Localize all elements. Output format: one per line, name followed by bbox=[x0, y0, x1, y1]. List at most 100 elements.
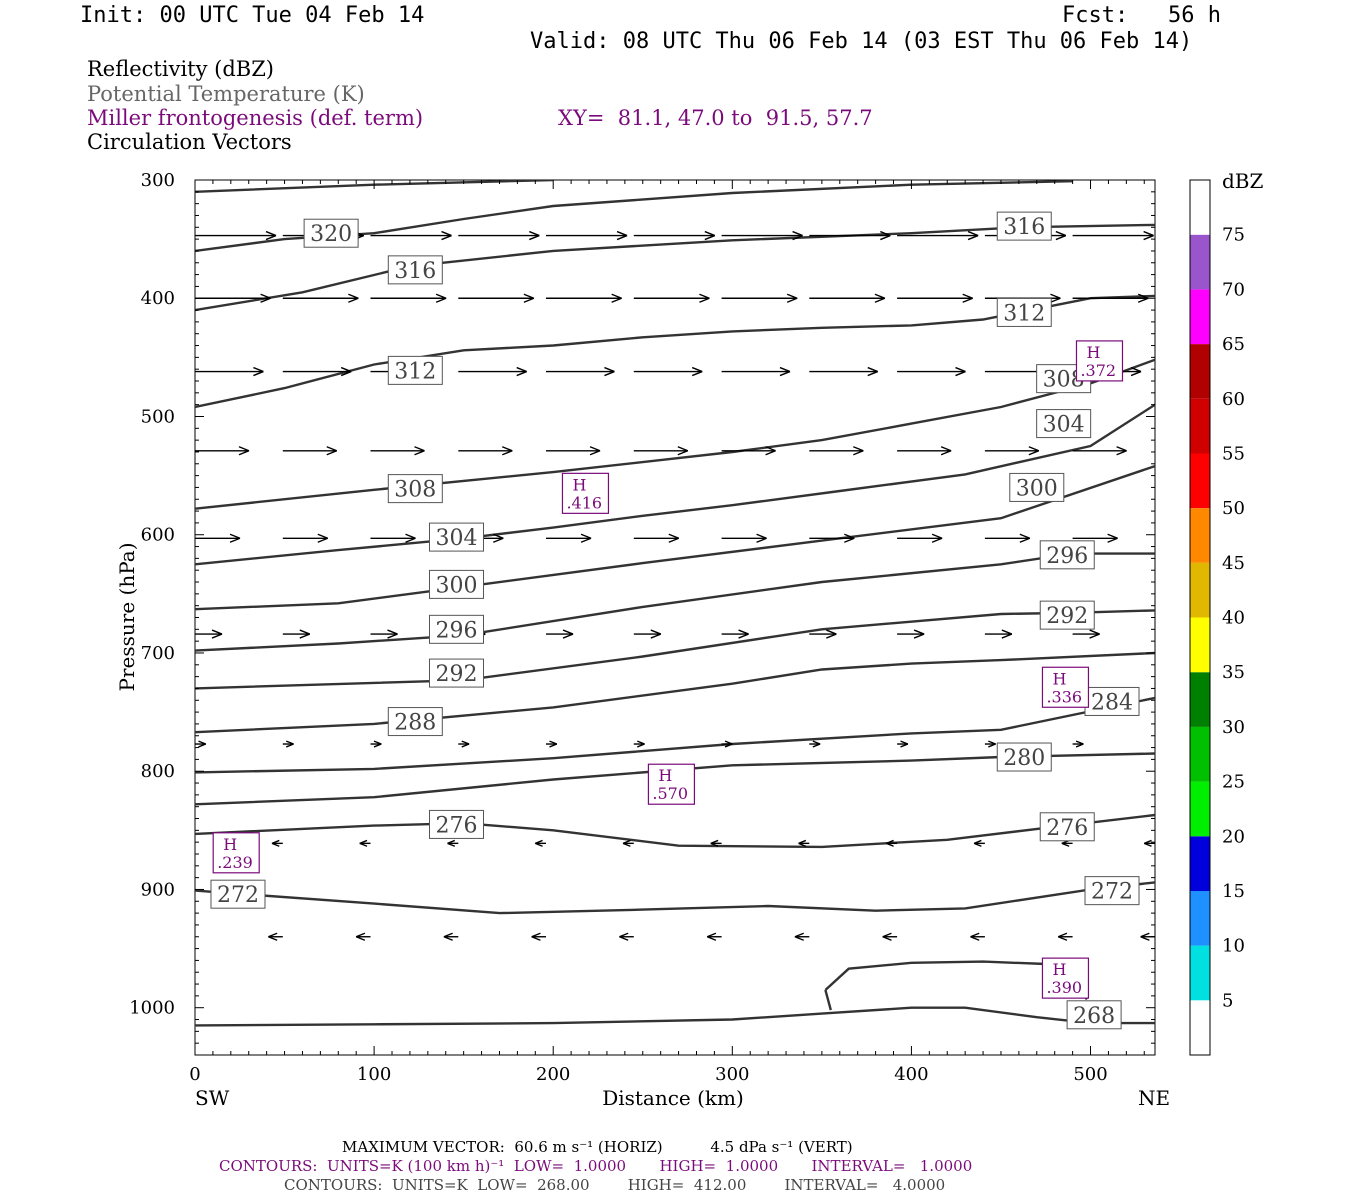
frontogenesis-max: H.390 bbox=[1041, 957, 1090, 999]
theta-label-272: 272 bbox=[210, 879, 266, 909]
theta-label-304: 304 bbox=[428, 522, 484, 552]
circulation-vector bbox=[721, 230, 803, 241]
circulation-vector bbox=[633, 366, 703, 377]
circulation-vector bbox=[195, 533, 241, 543]
theta-label-text: 276 bbox=[435, 813, 477, 838]
circulation-vector bbox=[897, 740, 909, 748]
theta-label-text: 276 bbox=[1046, 816, 1088, 841]
circulation-vector bbox=[984, 740, 996, 748]
frontogenesis-max-value: .372 bbox=[1080, 361, 1116, 380]
colorbar-segment bbox=[1190, 508, 1210, 563]
circulation-vector bbox=[546, 533, 592, 543]
colorbar-segment bbox=[1190, 289, 1210, 345]
circulation-vector bbox=[633, 293, 710, 303]
colorbar-level-label: 65 bbox=[1222, 334, 1245, 355]
circulation-vector bbox=[458, 230, 540, 241]
theta-label-316: 316 bbox=[996, 211, 1052, 241]
circulation-vector bbox=[195, 366, 264, 377]
circulation-vector bbox=[1155, 741, 1166, 747]
circulation-vector bbox=[984, 629, 1013, 639]
theta-label-text: 320 bbox=[310, 222, 352, 247]
theta-label-text: 292 bbox=[1046, 604, 1088, 629]
theta-label-text: 316 bbox=[394, 259, 436, 284]
theta-label-text: 288 bbox=[394, 711, 436, 736]
y-tick-label: 900 bbox=[141, 879, 175, 900]
circulation-vector bbox=[443, 932, 459, 941]
colorbar-level-label: 40 bbox=[1222, 608, 1245, 629]
theta-label-text: 304 bbox=[1043, 413, 1085, 438]
y-tick-label: 500 bbox=[141, 406, 175, 427]
max-vector-note: MAXIMUM VECTOR: 60.6 m s⁻¹ (HORIZ) 4.5 d… bbox=[342, 1138, 853, 1156]
circulation-vector bbox=[268, 932, 283, 941]
circulation-vector bbox=[619, 932, 634, 941]
circulation-vector bbox=[897, 293, 973, 303]
circulation-vector bbox=[282, 366, 352, 377]
circulation-vector bbox=[1155, 368, 1223, 376]
theta-contour-288 bbox=[195, 651, 1155, 734]
circulation-vector bbox=[184, 840, 195, 846]
circulation-vector bbox=[970, 932, 985, 941]
circulation-vector bbox=[984, 446, 1040, 456]
theta-label-312: 312 bbox=[387, 355, 443, 385]
circulation-vector bbox=[370, 293, 447, 303]
theta-label-296: 296 bbox=[1039, 540, 1095, 570]
circulation-vector bbox=[546, 446, 601, 456]
frontogenesis-max-label: H bbox=[1052, 960, 1066, 979]
frontogenesis-max: H.416 bbox=[561, 472, 610, 514]
theta-label-276: 276 bbox=[1039, 812, 1095, 842]
circulation-vector bbox=[195, 629, 223, 639]
legend-frontogenesis: Miller frontogenesis (def. term) bbox=[87, 106, 424, 130]
circulation-vector bbox=[282, 629, 311, 639]
circulation-vector bbox=[370, 740, 382, 748]
theta-label-text: 300 bbox=[435, 573, 477, 598]
theta-contour-292 bbox=[195, 609, 1155, 690]
theta-label-text: 312 bbox=[394, 359, 436, 384]
circulation-vector bbox=[798, 839, 810, 847]
circulation-vector bbox=[721, 629, 749, 639]
colorbar-segment bbox=[1190, 726, 1210, 782]
theta-label-text: 280 bbox=[1003, 746, 1045, 771]
circulation-vector bbox=[1072, 293, 1149, 303]
circulation-vector bbox=[1061, 839, 1073, 847]
circulation-vector bbox=[897, 446, 952, 456]
circulation-vector bbox=[897, 366, 966, 377]
circulation-vector bbox=[195, 293, 271, 303]
circulation-vector bbox=[882, 932, 898, 941]
theta-label-text: 296 bbox=[1046, 544, 1088, 569]
y-tick-label: 400 bbox=[141, 288, 175, 309]
colorbar-level-label: 35 bbox=[1222, 662, 1245, 683]
colorbar-segment bbox=[1190, 562, 1210, 618]
circulation-vector bbox=[1072, 230, 1154, 241]
colorbar-level-label: 25 bbox=[1222, 772, 1245, 793]
circulation-vector bbox=[622, 839, 634, 847]
frontogenesis-max: H.336 bbox=[1041, 666, 1090, 708]
init-time: Init: 00 UTC Tue 04 Feb 14 bbox=[80, 3, 425, 28]
circulation-vector bbox=[809, 366, 878, 377]
theta-label-292: 292 bbox=[1039, 600, 1095, 630]
circulation-vector bbox=[534, 839, 546, 847]
circulation-vector bbox=[710, 839, 722, 847]
theta-label-296: 296 bbox=[428, 614, 484, 644]
right-end-label: NE bbox=[1138, 1086, 1170, 1110]
circulation-vector bbox=[721, 366, 791, 377]
theta-label-text: 304 bbox=[435, 526, 477, 551]
colorbar-segment bbox=[1190, 672, 1210, 727]
circulation-vector bbox=[195, 446, 250, 456]
theta-label-text: 316 bbox=[1003, 215, 1045, 240]
theta-contour-276 bbox=[195, 813, 1155, 849]
circulation-vector bbox=[721, 533, 767, 543]
colorbar-level-label: 50 bbox=[1222, 498, 1245, 519]
y-tick-label: 1000 bbox=[129, 998, 175, 1019]
theta-contour-304 bbox=[195, 403, 1155, 566]
circulation-vector bbox=[282, 293, 359, 303]
colorbar-segment bbox=[1190, 1000, 1210, 1055]
theta-label-288: 288 bbox=[387, 707, 443, 737]
theta-contour-268 bbox=[195, 1006, 1155, 1027]
theta-label-280: 280 bbox=[996, 742, 1052, 772]
circulation-vector bbox=[633, 740, 645, 748]
theta-label-284: 284 bbox=[1084, 686, 1140, 716]
theta-label-text: 312 bbox=[1003, 301, 1045, 326]
circulation-vector bbox=[633, 533, 680, 543]
x-tick-label: 400 bbox=[894, 1064, 928, 1085]
circulation-vector bbox=[1072, 533, 1118, 543]
